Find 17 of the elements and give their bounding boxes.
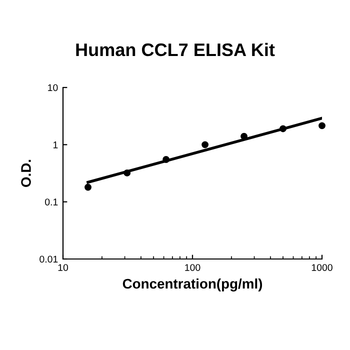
- y-tick-label: 0.1: [45, 198, 58, 206]
- y-tick-label: 0.01: [40, 256, 58, 263]
- point: [162, 156, 170, 163]
- y-tick-label: 1: [53, 142, 58, 148]
- x-tick-label: 10: [58, 264, 68, 271]
- point: [318, 122, 326, 130]
- x-tick-label: 100: [185, 264, 200, 271]
- x-tick-label: 1000: [312, 264, 332, 271]
- y-tick-label: 10: [48, 84, 58, 92]
- point: [202, 141, 209, 148]
- point: [280, 125, 286, 132]
- point: [124, 169, 131, 176]
- point: [240, 132, 248, 140]
- chart-title: Human CCL7 ELISA Kit: [76, 42, 275, 56]
- y-axis-title: O.D.: [21, 160, 31, 187]
- x-axis-title: Concentration(pg/ml): [122, 278, 262, 292]
- point: [84, 184, 92, 191]
